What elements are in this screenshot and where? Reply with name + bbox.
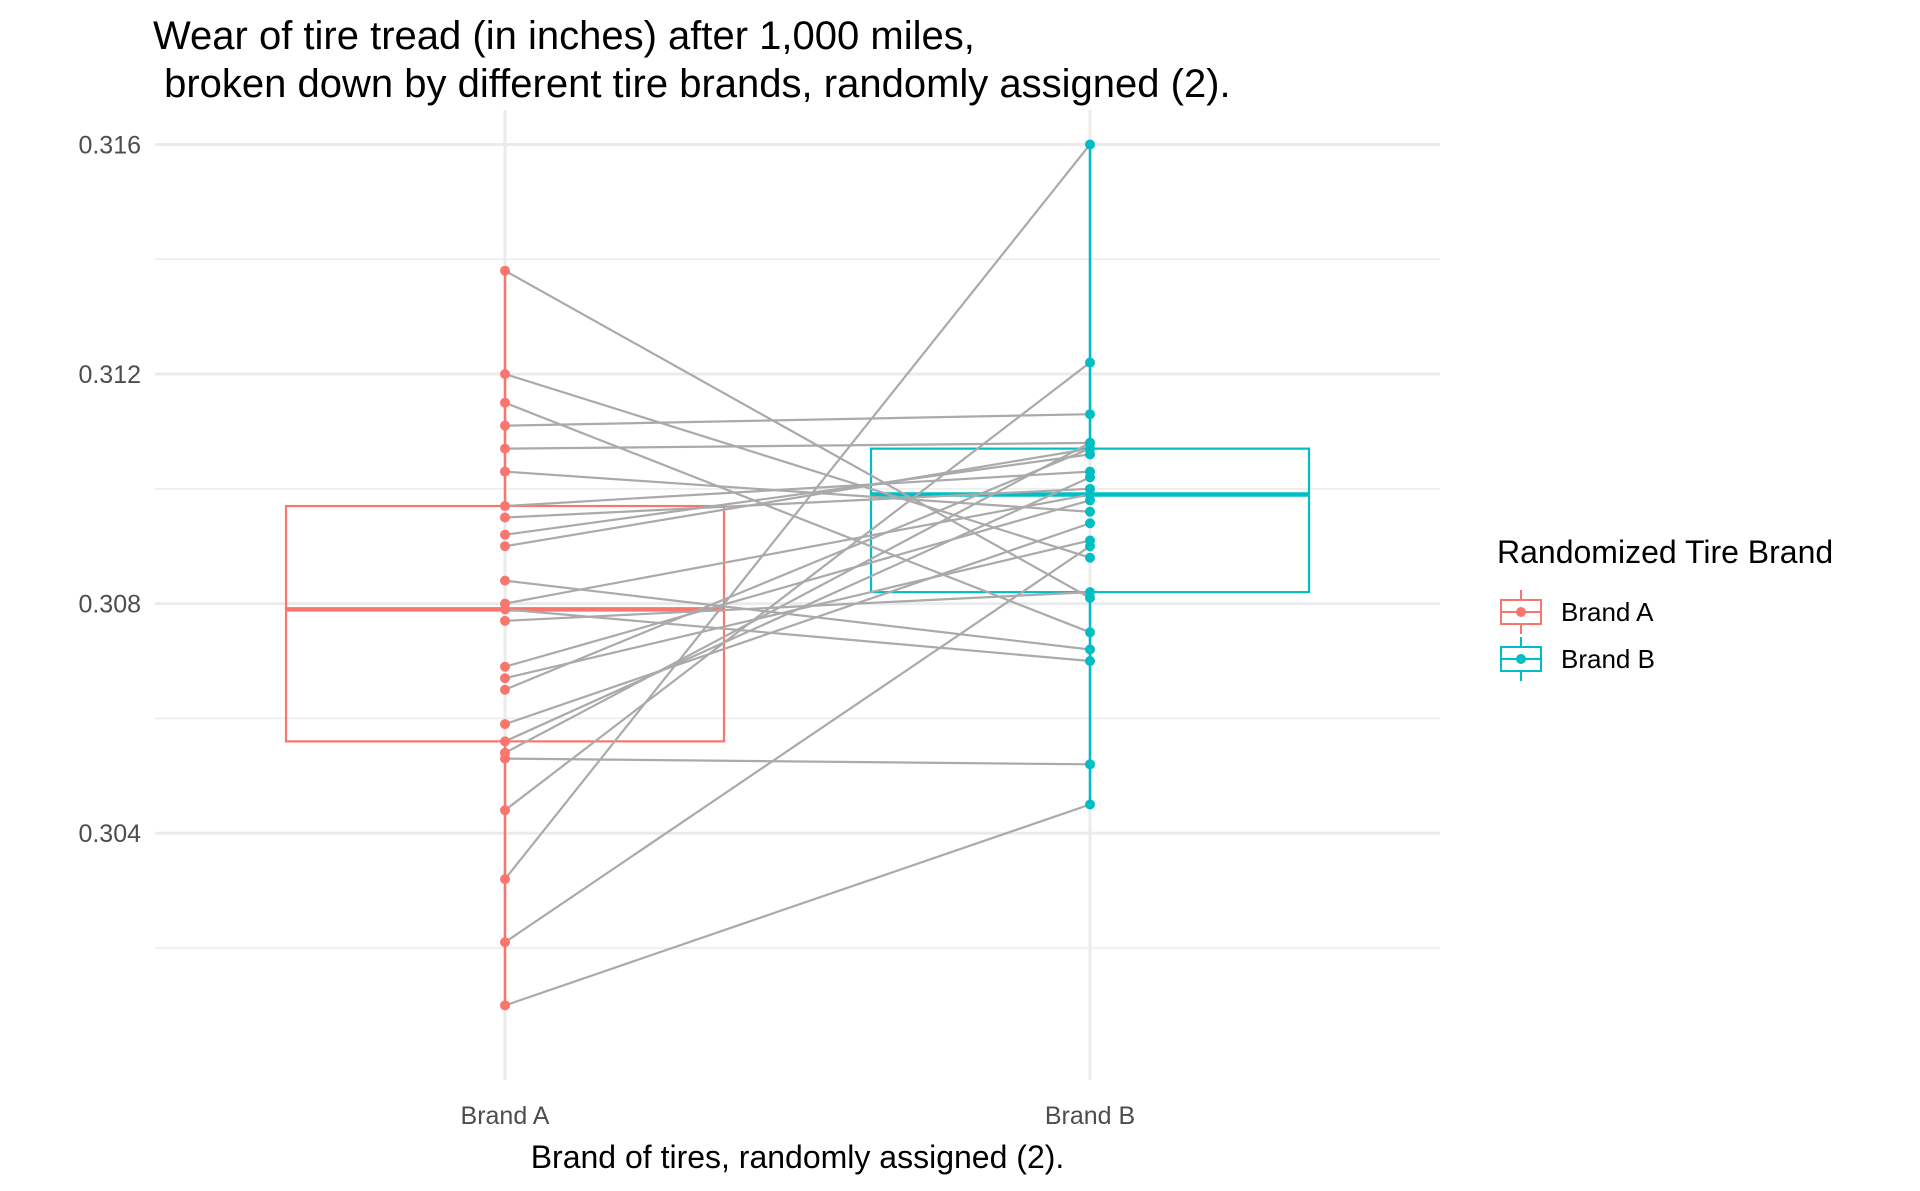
x-axis-title: Brand of tires, randomly assigned (2).: [531, 1139, 1065, 1175]
point-brand-a: [500, 805, 510, 816]
pair-line: [504, 493, 1091, 605]
pair-line: [504, 545, 1091, 944]
y-tick-label: 0.312: [78, 361, 141, 389]
point-brand-a: [500, 265, 510, 276]
legend-key-point: [1516, 607, 1526, 617]
point-brand-b: [1085, 506, 1095, 517]
pair-line: [504, 476, 1091, 743]
point-brand-b: [1085, 541, 1095, 552]
pair-line: [504, 269, 1091, 599]
point-brand-a: [500, 541, 510, 552]
legend-key-point: [1516, 654, 1526, 664]
legend-label: Brand A: [1561, 597, 1654, 627]
point-brand-a: [500, 1000, 510, 1011]
point-brand-b: [1085, 495, 1095, 506]
point-brand-a: [500, 937, 510, 948]
point-brand-a: [500, 512, 510, 523]
point-brand-a: [500, 604, 510, 615]
pair-line: [504, 470, 1091, 513]
point-brand-b: [1085, 759, 1095, 770]
chart-title-line-2: broken down by different tire brands, ra…: [153, 62, 1231, 106]
point-brand-b: [1085, 799, 1095, 810]
point-brand-a: [500, 736, 510, 747]
pair-line: [504, 453, 1091, 536]
point-brand-b: [1085, 587, 1095, 598]
point-brand-a: [500, 529, 510, 540]
chart-title-line-1: Wear of tire tread (in inches) after 1,0…: [153, 14, 975, 58]
point-brand-a: [500, 753, 510, 764]
point-brand-b: [1085, 644, 1095, 655]
x-tick-label: Brand B: [1045, 1102, 1135, 1130]
pair-line: [504, 441, 1091, 754]
legend-title: Randomized Tire Brand: [1497, 534, 1833, 570]
y-tick-label: 0.316: [78, 131, 141, 159]
point-brand-b: [1085, 139, 1095, 150]
point-brand-a: [500, 661, 510, 672]
point-brand-a: [500, 615, 510, 626]
point-brand-a: [500, 420, 510, 431]
point-brand-a: [500, 673, 510, 684]
pair-line: [504, 143, 1091, 880]
y-tick-label: 0.304: [78, 820, 141, 848]
pair-line: [504, 579, 1091, 651]
pair-line: [504, 361, 1091, 812]
point-brand-a: [500, 684, 510, 695]
pair-line: [504, 470, 1091, 508]
legend-label: Brand B: [1561, 644, 1655, 674]
pair-line: [504, 522, 1091, 726]
x-tick-label: Brand A: [461, 1102, 550, 1130]
point-brand-b: [1085, 409, 1095, 420]
point-brand-b: [1085, 627, 1095, 638]
pair-line: [504, 401, 1091, 634]
pair-line: [504, 608, 1091, 663]
pair-line: [504, 499, 1091, 668]
pair-line: [504, 447, 1091, 691]
pair-line: [504, 591, 1091, 622]
y-tick-label: 0.308: [78, 591, 141, 619]
point-brand-a: [500, 719, 510, 730]
pair-line: [504, 803, 1091, 1007]
point-brand-a: [500, 369, 510, 380]
pair-line: [504, 413, 1091, 427]
point-brand-a: [500, 575, 510, 586]
point-brand-b: [1085, 472, 1095, 483]
point-brand-b: [1085, 656, 1095, 667]
point-brand-a: [500, 397, 510, 408]
point-brand-a: [500, 501, 510, 512]
point-brand-a: [500, 443, 510, 454]
point-brand-a: [500, 466, 510, 477]
point-brand-a: [500, 874, 510, 885]
point-brand-b: [1085, 552, 1095, 563]
point-brand-b: [1085, 437, 1095, 448]
pair-line: [504, 757, 1091, 766]
point-brand-b: [1085, 518, 1095, 529]
point-brand-b: [1085, 357, 1095, 368]
pair-line: [504, 447, 1091, 548]
pair-line: [504, 441, 1091, 450]
